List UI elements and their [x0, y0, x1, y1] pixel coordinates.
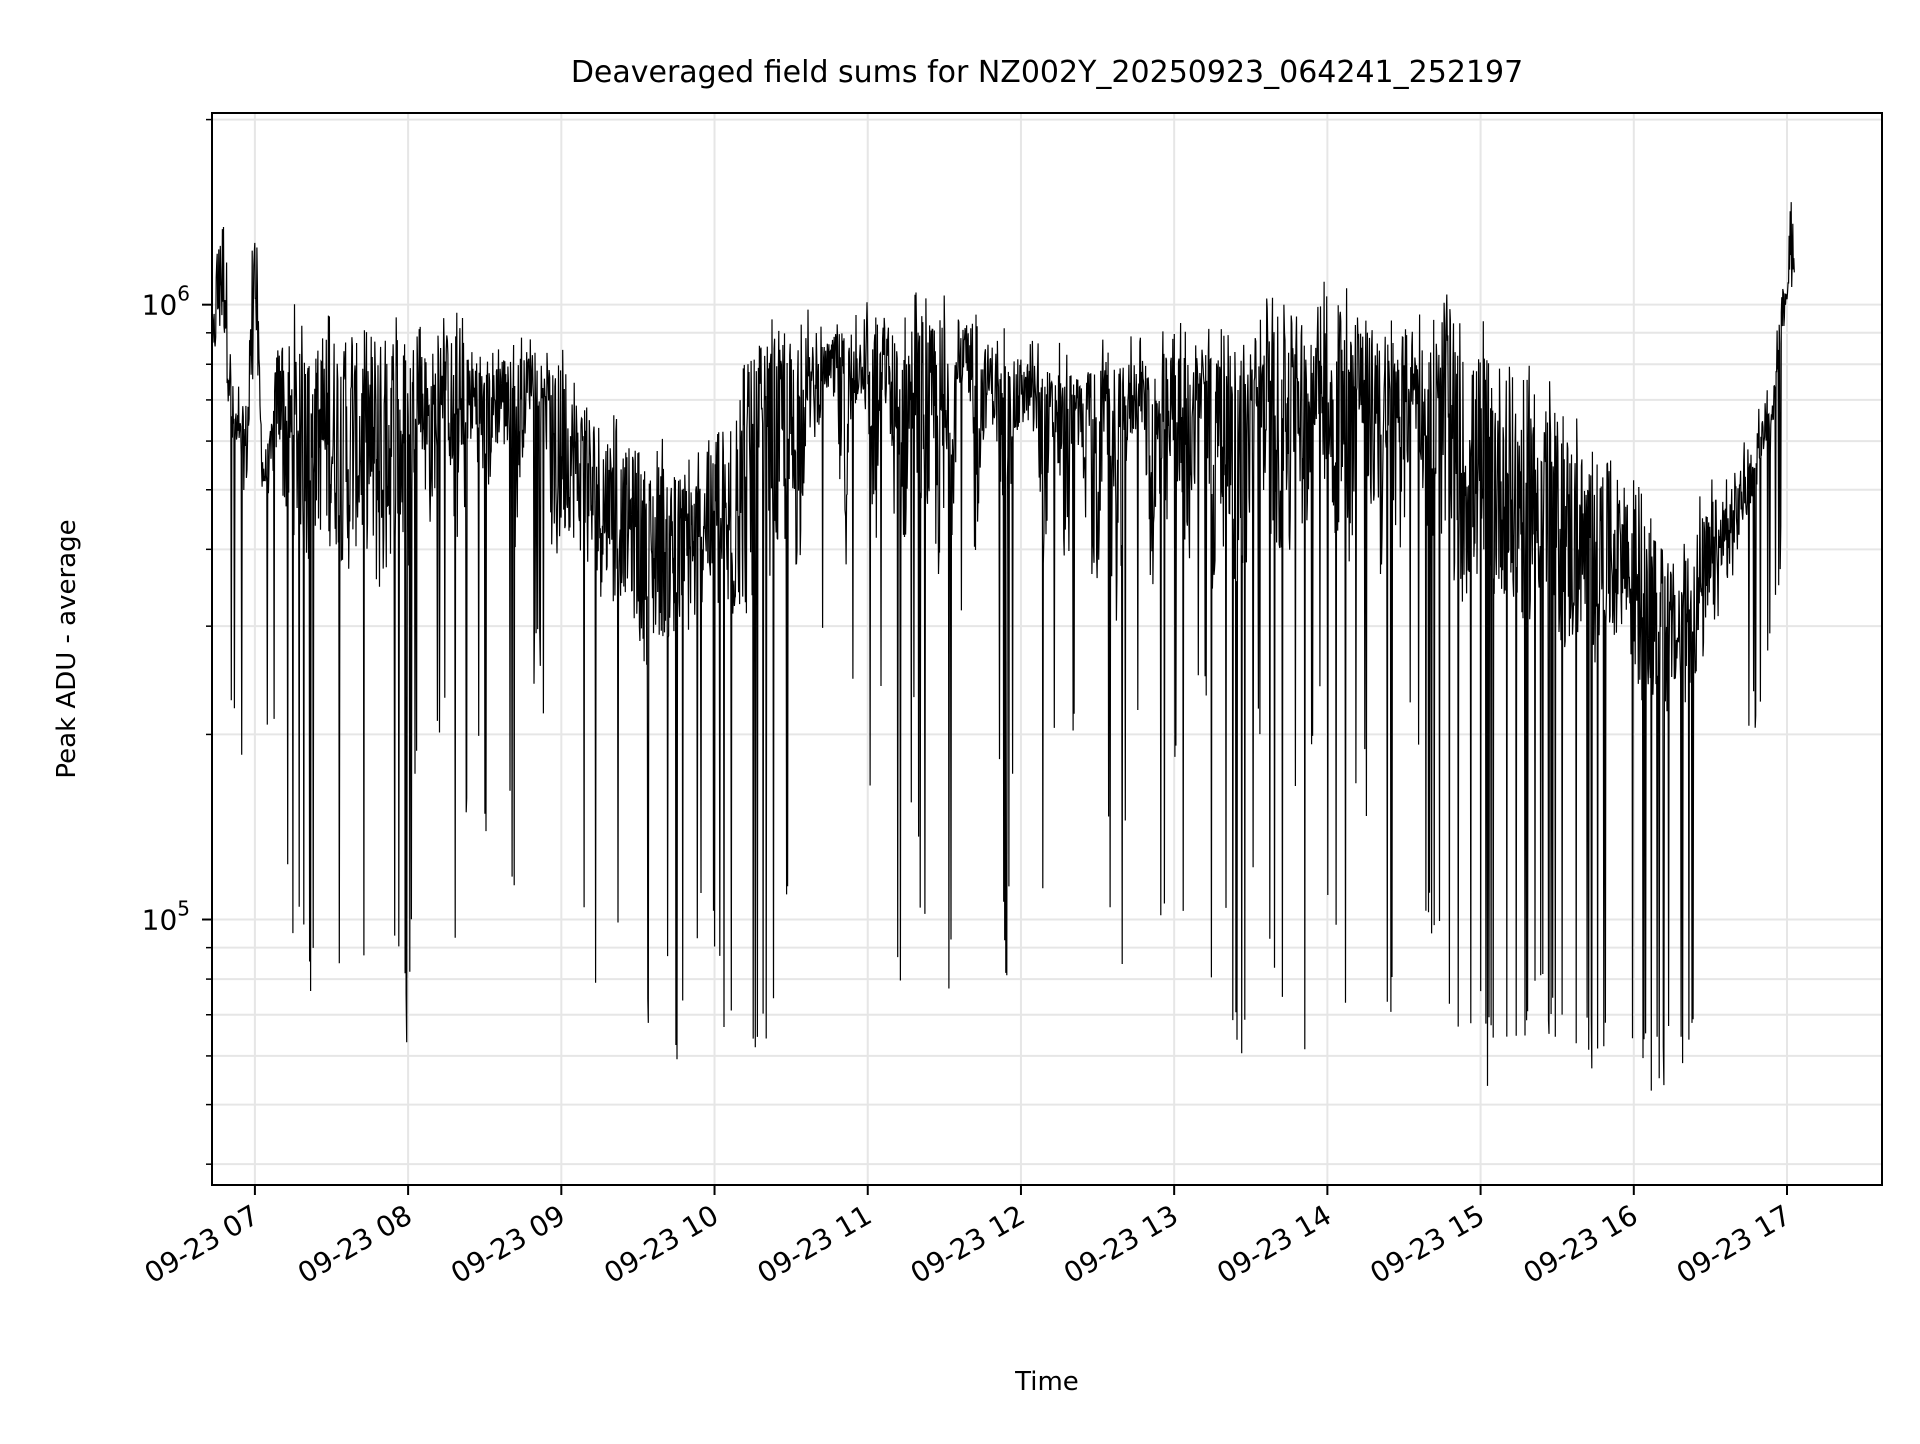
series-path: [211, 202, 1795, 1091]
x-tick-label: 09-23 10: [599, 1198, 725, 1290]
x-tick-label: 09-23 16: [1518, 1198, 1644, 1290]
x-tick-label: 09-23 13: [1058, 1198, 1184, 1290]
y-tick-label: 106: [142, 282, 190, 322]
y-axis-label: Peak ADU - average: [52, 519, 82, 778]
x-tick-label: 09-23 08: [292, 1198, 418, 1290]
x-tick-label: 09-23 07: [139, 1198, 265, 1290]
x-tick-label: 09-23 12: [905, 1198, 1031, 1290]
x-tick-label: 09-23 15: [1365, 1198, 1491, 1290]
plot-frame: [211, 112, 1883, 1186]
x-tick-label: 09-23 17: [1671, 1198, 1797, 1290]
x-tick-label: 09-23 14: [1211, 1198, 1337, 1290]
y-tick-label: 105: [142, 897, 190, 937]
x-axis-label: Time: [1014, 1367, 1079, 1397]
x-tick-label: 09-23 11: [752, 1198, 878, 1290]
x-tick-label: 09-23 09: [445, 1198, 571, 1290]
series-line: [211, 202, 1795, 1091]
chart-title: Deaveraged field sums for NZ002Y_2025092…: [571, 55, 1523, 90]
